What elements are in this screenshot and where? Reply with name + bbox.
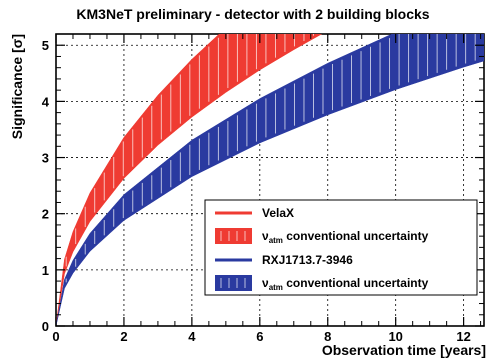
band-velax <box>56 34 323 326</box>
y-tick-label: 4 <box>42 94 50 109</box>
legend-label: νatm conventional uncertainty <box>262 276 429 292</box>
legend-label: RXJ1713.7-3946 <box>262 253 353 267</box>
band-rxj1713-7-3946 <box>56 34 484 326</box>
y-tick-label: 1 <box>42 263 49 278</box>
x-tick-label: 6 <box>256 329 263 344</box>
legend-band-swatch <box>215 275 252 291</box>
y-tick-label: 0 <box>42 319 49 334</box>
x-tick-label: 2 <box>120 329 127 344</box>
legend-label: VelaX <box>262 206 294 220</box>
chart-title: KM3NeT preliminary - detector with 2 bui… <box>76 6 429 22</box>
x-tick-label: 0 <box>52 329 59 344</box>
y-axis-label: Significance [σ] <box>9 34 25 139</box>
legend: VelaX νatm conventional uncertainty RXJ171… <box>204 199 478 296</box>
x-tick-label: 4 <box>188 329 196 344</box>
x-tick-label: 8 <box>324 329 331 344</box>
y-tick-label: 2 <box>42 207 49 222</box>
axis-ticks <box>55 34 484 327</box>
x-tick-label: 12 <box>456 329 470 344</box>
uncertainty-bands <box>56 34 484 326</box>
legend-label: νatm conventional uncertainty <box>262 229 429 245</box>
y-tick-label: 3 <box>42 151 49 166</box>
legend-band-swatch <box>215 228 252 244</box>
x-axis-label: Observation time [years] <box>322 342 486 358</box>
x-tick-label: 10 <box>388 329 402 344</box>
y-tick-label: 5 <box>42 38 49 53</box>
